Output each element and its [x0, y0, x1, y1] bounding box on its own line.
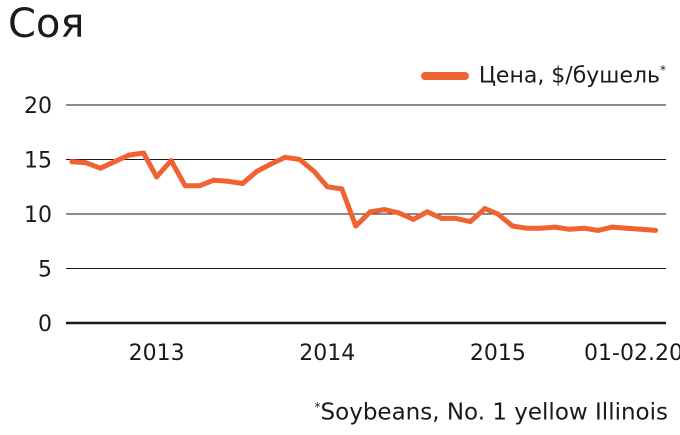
data-point [509, 223, 515, 229]
data-point [353, 223, 359, 229]
series-points [69, 150, 658, 233]
data-point [254, 168, 260, 174]
y-tick-label: 0 [38, 312, 52, 337]
legend: Цена, $/бушель* [420, 60, 666, 92]
data-point [609, 224, 615, 230]
data-point [282, 154, 288, 160]
data-point [268, 161, 274, 167]
x-tick-label: 2015 [470, 341, 526, 366]
data-point [396, 210, 402, 216]
data-point [538, 225, 544, 231]
data-point [168, 158, 174, 164]
data-point [381, 207, 387, 213]
data-point [297, 157, 303, 162]
data-point [453, 215, 459, 221]
x-tick-label: 01-02.2016 [584, 341, 680, 366]
data-point [98, 165, 104, 171]
data-point [225, 178, 231, 184]
x-tick-label: 2014 [299, 341, 355, 366]
data-point [339, 186, 345, 192]
data-point [126, 152, 132, 158]
x-axis-ticks: 2013 2014 2015 01-02.2016 [129, 341, 680, 366]
data-point [211, 177, 217, 183]
data-point [638, 226, 644, 232]
data-point [311, 168, 317, 174]
legend-asterisk: * [660, 63, 666, 78]
data-point [552, 224, 558, 230]
data-point [523, 225, 529, 231]
data-point [324, 184, 330, 190]
data-point [112, 159, 118, 165]
y-tick-label: 10 [24, 203, 52, 228]
y-tick-label: 15 [24, 149, 52, 174]
series-line-price [69, 150, 658, 233]
y-axis-ticks: 0 5 10 15 20 [24, 94, 52, 337]
data-point [482, 206, 488, 212]
data-point [410, 216, 416, 222]
data-point [154, 174, 160, 180]
data-point [197, 183, 203, 189]
data-point [83, 160, 89, 166]
chart-title: Соя [8, 1, 85, 47]
footnote-asterisk: * [314, 400, 321, 414]
data-point [439, 215, 445, 221]
y-tick-label: 5 [38, 258, 52, 283]
data-point [623, 225, 629, 231]
data-point [581, 225, 587, 231]
legend-label-text: Цена, $/бушель [478, 63, 660, 89]
data-point [566, 226, 572, 232]
data-point [424, 209, 430, 215]
footnote-text: Soybeans, No. 1 yellow Illinois [320, 399, 668, 426]
data-point [652, 227, 658, 233]
x-tick-label: 2013 [129, 341, 185, 366]
data-point [495, 211, 501, 217]
data-point [367, 209, 373, 215]
data-point [182, 183, 188, 189]
data-point [69, 159, 75, 165]
data-point [240, 180, 246, 186]
legend-label: Цена, $/бушель* [479, 63, 666, 88]
y-tick-label: 20 [24, 94, 52, 119]
data-point [467, 219, 473, 225]
data-point [141, 150, 147, 156]
data-point [595, 227, 601, 233]
footnote: *Soybeans, No. 1 yellow Illinois [315, 392, 668, 428]
legend-swatch [420, 72, 469, 80]
